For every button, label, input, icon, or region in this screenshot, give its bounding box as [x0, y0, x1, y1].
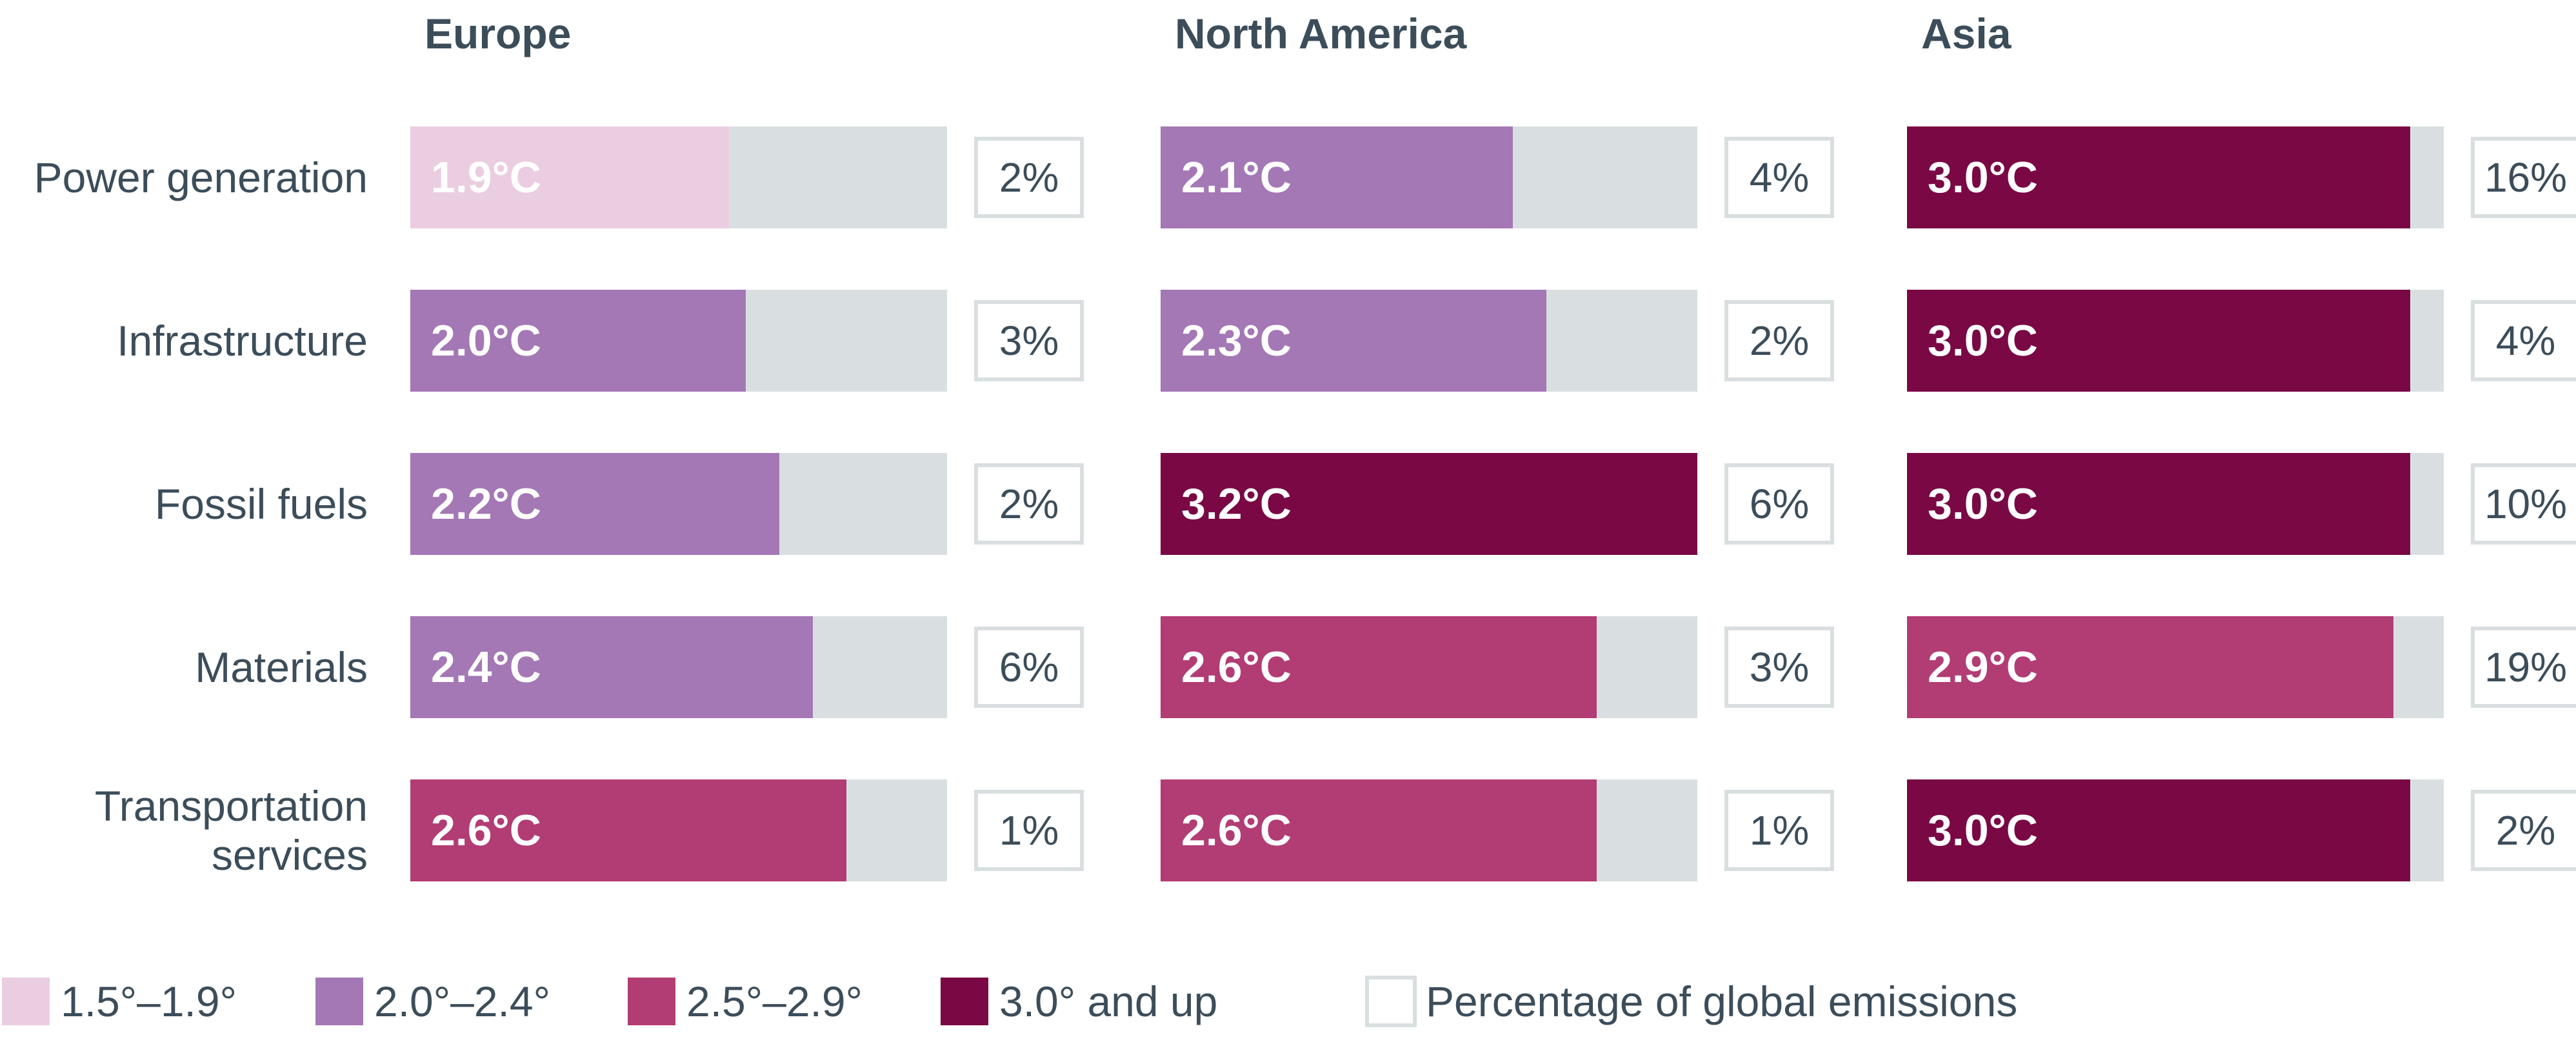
- legend-swatch: [1365, 976, 1417, 1027]
- temperature-bar: [410, 453, 779, 555]
- emission-share-value: 1%: [999, 807, 1059, 854]
- temperature-bar: [1907, 453, 2410, 555]
- temperature-bar: [1907, 126, 2410, 228]
- temperature-bar: [410, 290, 746, 392]
- temperature-bar: [1907, 616, 2393, 718]
- temperature-label: 2.2°C: [431, 479, 541, 528]
- emission-share-value: 10%: [2484, 481, 2567, 527]
- emission-share-value: 6%: [1750, 481, 1810, 527]
- panel-title: Asia: [1921, 10, 2012, 57]
- emission-share-box: [1724, 790, 1834, 871]
- legend-swatch: [628, 978, 675, 1025]
- temperature-label: 2.6°C: [1181, 806, 1292, 855]
- emission-share-box: [974, 463, 1084, 545]
- legend-label: 3.0° and up: [999, 978, 1217, 1025]
- category-label: Power generation: [34, 154, 368, 201]
- emission-share-value: 19%: [2484, 644, 2567, 690]
- legend-label: 1.5°–1.9°: [61, 978, 237, 1025]
- legend-swatch: [2, 978, 50, 1025]
- panel-title: Europe: [424, 10, 571, 57]
- emission-share-box: [974, 300, 1084, 381]
- temperature-label: 3.0°C: [1928, 479, 2038, 528]
- temperature-bar: [410, 126, 729, 228]
- emission-share-value: 3%: [1750, 644, 1810, 690]
- category-label: Transportation services: [95, 782, 368, 879]
- temperature-bar: [1907, 290, 2410, 392]
- temperature-label: 3.0°C: [1928, 806, 2038, 855]
- temperature-bar: [1161, 453, 1697, 555]
- emission-share-value: 2%: [2496, 807, 2556, 854]
- temperature-bar: [410, 779, 846, 881]
- temperature-label: 3.2°C: [1181, 479, 1292, 528]
- temperature-label: 1.9°C: [431, 153, 541, 202]
- emission-share-value: 1%: [1750, 807, 1810, 854]
- category-label: Infrastructure: [117, 317, 368, 365]
- temperature-bar: [1907, 779, 2410, 881]
- emission-share-box: [2471, 627, 2576, 708]
- temperature-label: 3.0°C: [1928, 316, 2038, 365]
- category-label-line: Fossil fuels: [155, 480, 368, 528]
- temperature-bar: [1161, 126, 1513, 228]
- category-label: Fossil fuels: [155, 480, 368, 528]
- temperature-label: 2.1°C: [1181, 153, 1292, 202]
- temperature-bar: [1161, 616, 1597, 718]
- emission-share-value: 2%: [1750, 317, 1810, 364]
- emission-share-box: [1724, 627, 1834, 708]
- category-label: Materials: [195, 643, 368, 691]
- temperature-label: 2.0°C: [431, 316, 541, 365]
- temperature-label: 2.6°C: [431, 806, 541, 855]
- emission-share-box: [974, 790, 1084, 871]
- emission-share-box: [1724, 463, 1834, 545]
- emission-share-box: [1724, 300, 1834, 381]
- category-label-line: Power generation: [34, 154, 368, 201]
- emission-share-value: 2%: [999, 481, 1059, 527]
- emission-share-box: [2471, 137, 2576, 218]
- emission-share-value: 16%: [2484, 154, 2567, 201]
- legend-label: Percentage of global emissions: [1426, 978, 2017, 1025]
- temperature-label: 2.3°C: [1181, 316, 1292, 365]
- emission-share-box: [1724, 137, 1834, 218]
- category-label-line: services: [212, 831, 368, 879]
- emission-share-value: 4%: [2496, 317, 2556, 364]
- legend-label: 2.5°–2.9°: [686, 978, 863, 1025]
- category-label-line: Transportation: [95, 782, 368, 830]
- emission-share-value: 6%: [999, 644, 1059, 690]
- emission-share-box: [2471, 463, 2576, 545]
- emission-share-value: 3%: [999, 317, 1059, 364]
- temperature-bar: [1161, 779, 1597, 881]
- legend-swatch: [315, 978, 363, 1025]
- emission-share-box: [974, 627, 1084, 708]
- emission-share-box: [2471, 790, 2576, 871]
- legend-swatch: [941, 978, 988, 1025]
- temperature-bar: [1161, 290, 1546, 392]
- emission-share-value: 2%: [999, 154, 1059, 201]
- emission-share-value: 4%: [1750, 154, 1810, 201]
- temperature-label: 2.9°C: [1928, 643, 2038, 692]
- temperature-label: 2.4°C: [431, 643, 541, 692]
- temperature-bar: [410, 616, 813, 718]
- emission-share-box: [2471, 300, 2576, 381]
- temperature-label: 3.0°C: [1928, 153, 2038, 202]
- category-label-line: Materials: [195, 643, 368, 691]
- temperature-label: 2.6°C: [1181, 643, 1292, 692]
- legend-label: 2.0°–2.4°: [374, 978, 550, 1025]
- emission-share-box: [974, 137, 1084, 218]
- category-label-line: Infrastructure: [117, 317, 368, 365]
- panel-title: North America: [1175, 10, 1468, 57]
